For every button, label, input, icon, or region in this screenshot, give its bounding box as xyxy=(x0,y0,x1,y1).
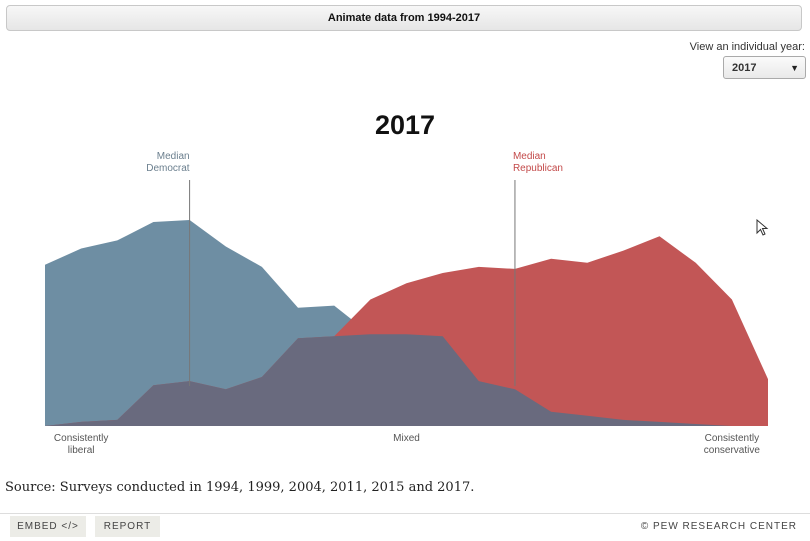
area-republican xyxy=(45,236,768,426)
area-democrat xyxy=(45,220,768,426)
source-note: Source: Surveys conducted in 1994, 1999,… xyxy=(5,480,475,495)
year-select[interactable]: 2017 ▼ xyxy=(723,56,806,79)
year-select-value: 2017 xyxy=(732,61,757,74)
embed-button[interactable]: EMBED </> xyxy=(10,516,86,537)
chevron-down-icon: ▼ xyxy=(790,63,799,73)
x-tick-label-0: Consistently liberal xyxy=(54,433,108,456)
mouse-cursor-icon xyxy=(756,219,769,236)
ideology-distribution-chart: Median Democrat Median Republican Consistent… xyxy=(45,151,768,456)
report-button[interactable]: REPORT xyxy=(95,516,160,537)
footer: EMBED </> REPORT © PEW RESEARCH CENTER xyxy=(0,513,810,541)
median-label-republican: Median Republican xyxy=(513,151,563,174)
area-overlap xyxy=(45,334,768,426)
chart-title: 2017 xyxy=(374,110,436,140)
animate-button[interactable]: Animate data from 1994-2017 xyxy=(6,5,802,31)
year-select-label: View an individual year: xyxy=(689,41,805,53)
x-tick-label-1: Mixed xyxy=(393,433,420,444)
pew-brand: © PEW RESEARCH CENTER xyxy=(640,521,797,532)
x-tick-label-2: Consistently conservative xyxy=(704,433,761,456)
median-label-democrat: Median Democrat xyxy=(146,151,190,174)
